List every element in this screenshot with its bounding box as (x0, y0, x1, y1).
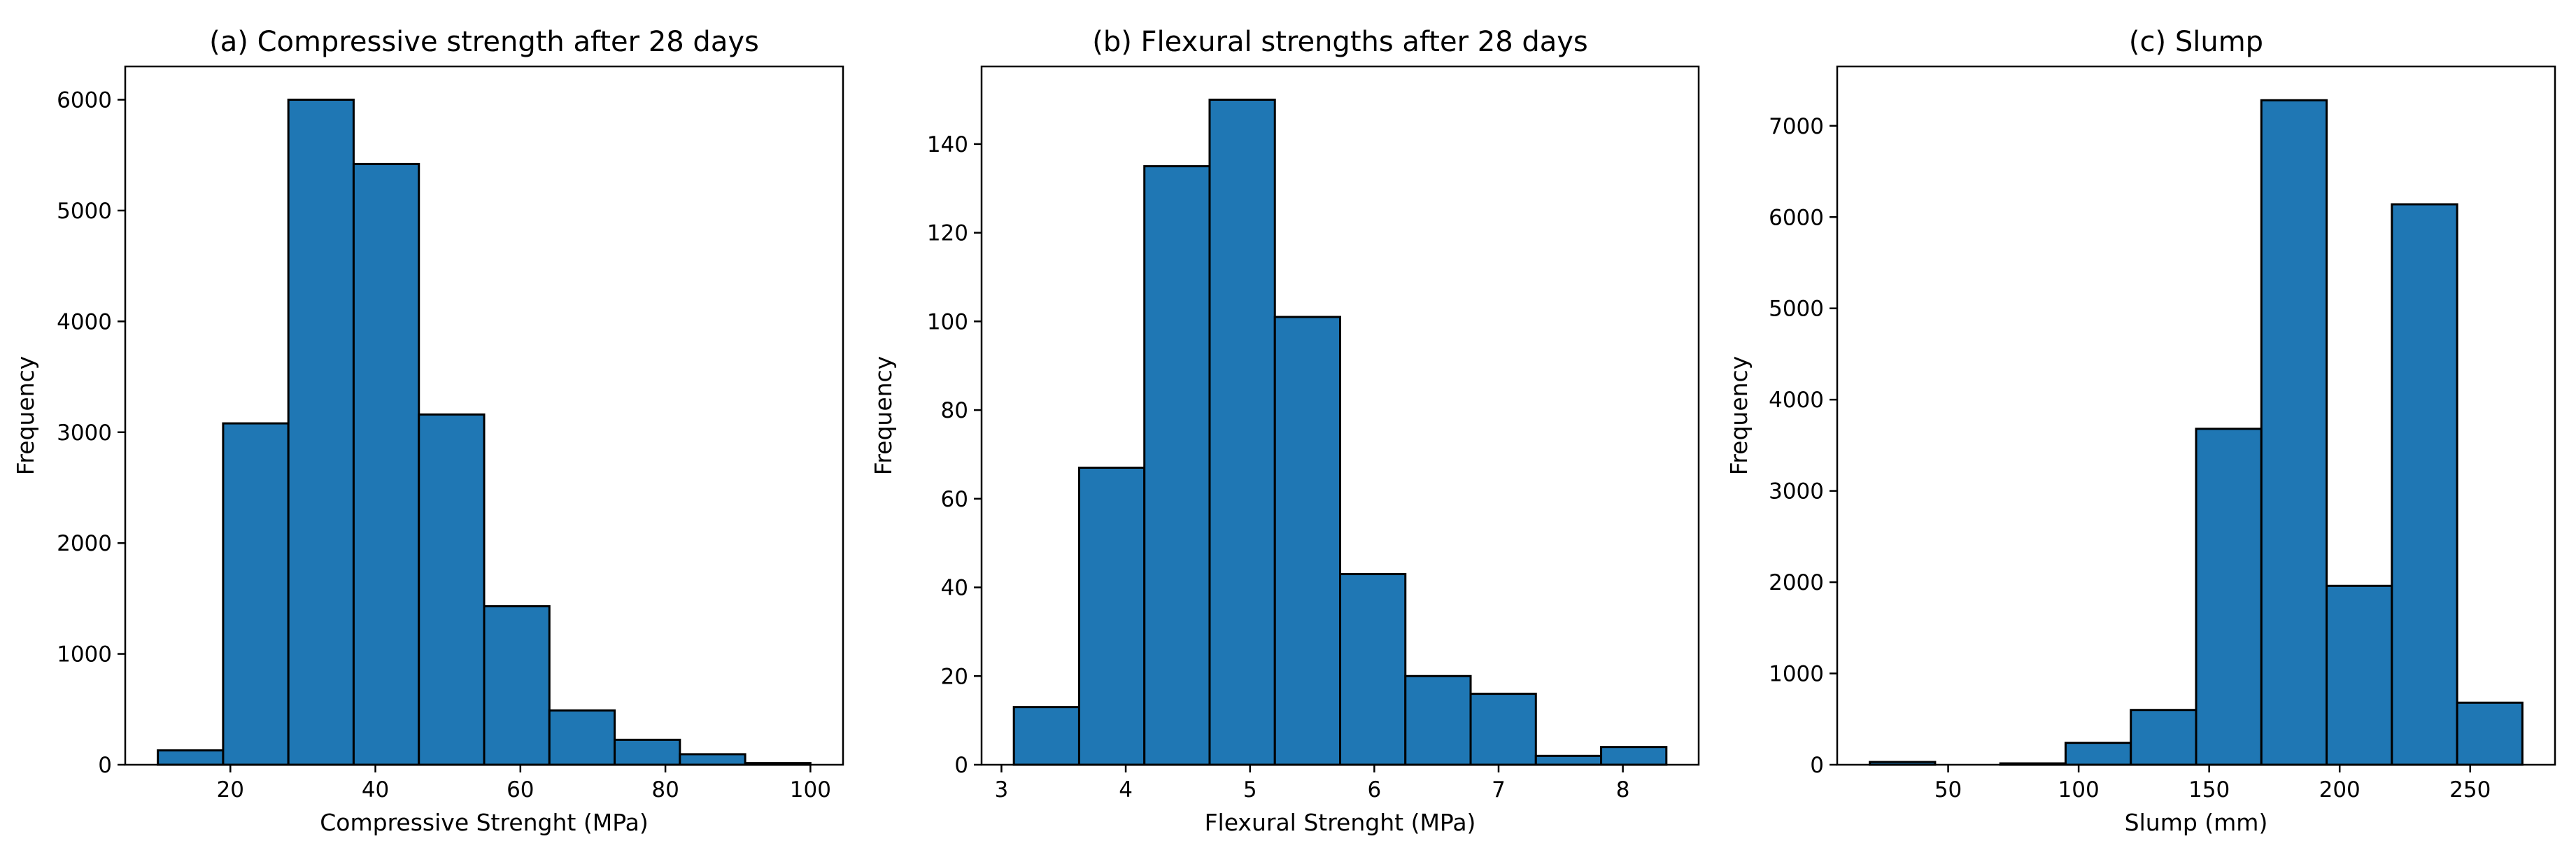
chart-title: (a) Compressive strength after 28 days (209, 26, 759, 58)
x-axis-label: Compressive Strenght (MPa) (320, 809, 648, 836)
x-axis-label: Slump (mm) (2125, 809, 2268, 836)
y-tick-label: 6000 (57, 88, 112, 113)
x-tick-label: 5 (1243, 777, 1257, 803)
y-tick-label: 2000 (1769, 570, 1824, 595)
y-tick-label: 100 (927, 309, 968, 334)
y-axis-label: Frequency (1725, 356, 1753, 475)
y-tick-label: 2000 (57, 531, 112, 556)
y-tick-label: 7000 (1769, 114, 1824, 139)
y-tick-label: 1000 (1769, 662, 1824, 687)
histogram-bar (1208, 99, 1276, 766)
histogram-bar (1600, 746, 1668, 766)
panel-compressive-strength: (a) Compressive strength after 28 days C… (12, 26, 844, 836)
histogram-bar (1534, 754, 1603, 766)
x-tick-label: 8 (1616, 777, 1630, 803)
x-tick-label: 50 (1934, 777, 1962, 803)
y-tick-label: 140 (927, 132, 968, 157)
x-tick-label: 100 (2058, 777, 2100, 803)
y-tick-label: 20 (941, 664, 968, 689)
y-tick-label: 0 (954, 753, 968, 778)
y-tick-label: 6000 (1769, 205, 1824, 230)
y-tick-label: 3000 (57, 421, 112, 446)
histogram-bar (1404, 674, 1472, 766)
y-axis-label: Frequency (870, 356, 897, 475)
histogram-bar (1012, 706, 1080, 766)
histogram-bar (2326, 584, 2393, 766)
y-tick-label: 5000 (1769, 297, 1824, 322)
plot-frame (1836, 65, 2556, 766)
panel-flexural-strength: (b) Flexural strengths after 28 days Fle… (870, 26, 1700, 836)
histogram-bar (287, 99, 355, 766)
histogram-bar (1077, 466, 1146, 766)
y-tick-label: 40 (941, 576, 968, 601)
y-tick-label: 0 (98, 753, 112, 778)
y-tick-label: 60 (941, 487, 968, 512)
x-tick-label: 250 (2449, 777, 2491, 803)
histogram-bar (1469, 693, 1537, 766)
y-tick-label: 4000 (1769, 388, 1824, 413)
y-tick-label: 0 (1810, 753, 1824, 778)
histogram-bar (1273, 316, 1341, 766)
histogram-bar (548, 709, 616, 766)
histogram-bar (483, 605, 551, 766)
x-tick-label: 60 (507, 777, 534, 803)
y-tick-label: 120 (927, 221, 968, 246)
histogram-bar (2391, 203, 2458, 766)
plot-frame (124, 65, 844, 766)
histogram-bar (222, 422, 290, 766)
histogram-bar (2130, 709, 2198, 766)
x-tick-label: 200 (2319, 777, 2361, 803)
x-tick-label: 20 (217, 777, 244, 803)
x-axis-label: Flexural Strenght (MPa) (1205, 809, 1476, 836)
y-tick-label: 80 (941, 398, 968, 423)
histogram-bar (2456, 701, 2524, 766)
y-tick-label: 3000 (1769, 479, 1824, 504)
x-tick-label: 40 (362, 777, 389, 803)
x-tick-label: 80 (651, 777, 679, 803)
histogram-bar (157, 749, 225, 766)
x-tick-label: 6 (1367, 777, 1381, 803)
y-tick-label: 1000 (57, 642, 112, 667)
x-tick-label: 7 (1492, 777, 1506, 803)
histogram-bar (2260, 99, 2328, 766)
histogram-bar (352, 162, 420, 766)
histogram-bar (2195, 428, 2263, 766)
histogram-bar (418, 413, 486, 766)
y-axis-label: Frequency (12, 356, 39, 475)
panel-slump: (c) Slump Slump (mm) Frequency 50 100 150 2… (1725, 26, 2556, 836)
histogram-bar (2064, 742, 2132, 766)
x-tick-label: 100 (790, 777, 831, 803)
histogram-bar (679, 753, 746, 766)
plot-frame (980, 65, 1700, 766)
x-tick-label: 4 (1119, 777, 1133, 803)
chart-title: (c) Slump (2129, 26, 2263, 58)
x-tick-label: 3 (995, 777, 1009, 803)
histogram-bar (1143, 165, 1211, 766)
y-tick-label: 4000 (57, 309, 112, 334)
x-tick-label: 150 (2188, 777, 2230, 803)
histogram-bar (1339, 573, 1407, 766)
chart-title: (b) Flexural strengths after 28 days (1092, 26, 1588, 58)
y-tick-label: 5000 (57, 199, 112, 224)
histogram-bar (614, 738, 681, 766)
